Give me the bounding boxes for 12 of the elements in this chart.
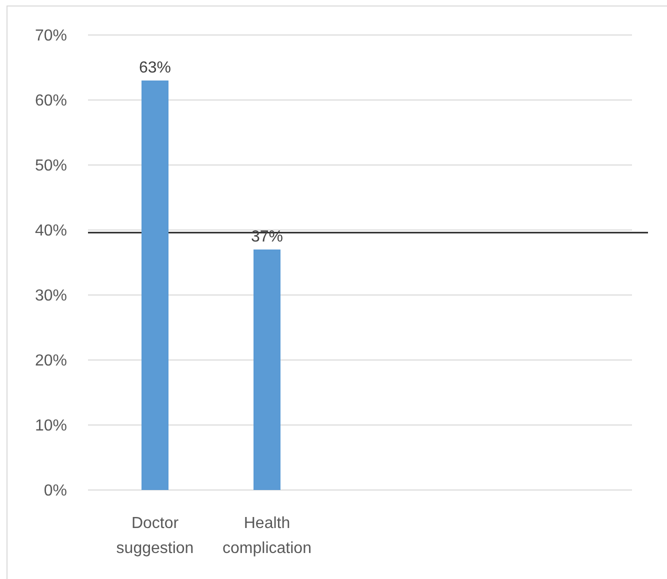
y-tick-label: 20% xyxy=(34,352,67,370)
data-label: 37% xyxy=(250,228,284,246)
data-label: 63% xyxy=(138,60,172,76)
y-tick-label: 70% xyxy=(34,28,67,45)
y-tick-label: 40% xyxy=(34,222,67,240)
y-tick-label: 0% xyxy=(44,482,67,500)
x-tick-label: Doctor suggestion xyxy=(116,515,194,557)
y-tick-label: 50% xyxy=(34,158,67,175)
y-tick-label: 30% xyxy=(34,288,67,305)
x-tick-label: Health complication xyxy=(222,515,312,557)
y-tick-label: 60% xyxy=(34,92,67,110)
y-tick-label: 10% xyxy=(34,418,67,435)
